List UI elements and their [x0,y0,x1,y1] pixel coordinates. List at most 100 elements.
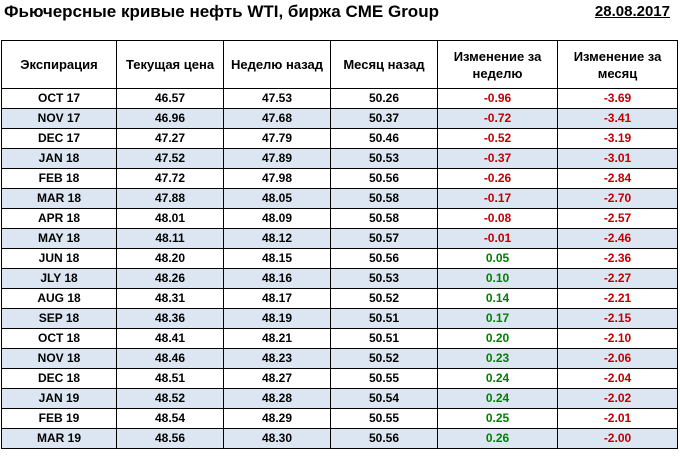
table-row: APR 18 48.01 48.09 50.58 -0.08 -2.57 [1,208,678,229]
cell-month-change: -2.10 [557,328,678,349]
cell-current-price: 48.11 [116,228,224,249]
table-row: SEP 18 48.36 48.19 50.51 0.17 -2.15 [1,308,678,329]
cell-month-ago: 50.55 [330,408,438,429]
cell-current-price: 47.52 [116,148,224,169]
cell-month-change: -3.41 [557,108,678,129]
cell-week-change: 0.25 [437,408,558,429]
cell-week-ago: 48.28 [223,388,331,409]
cell-current-price: 47.88 [116,188,224,209]
cell-week-ago: 47.98 [223,168,331,189]
cell-month-ago: 50.52 [330,348,438,369]
cell-expiration: AUG 18 [1,288,117,309]
cell-month-change: -2.02 [557,388,678,409]
table-row: MAR 18 47.88 48.05 50.58 -0.17 -2.70 [1,188,678,209]
cell-expiration: JLY 18 [1,268,117,289]
table-body: OCT 17 46.57 47.53 50.26 -0.96 -3.69 NOV 17 46.… [1,88,678,449]
cell-expiration: MAY 18 [1,228,117,249]
cell-expiration: MAR 19 [1,428,117,449]
table-row: OCT 17 46.57 47.53 50.26 -0.96 -3.69 [1,88,678,109]
cell-week-ago: 47.53 [223,88,331,109]
cell-expiration: OCT 18 [1,328,117,349]
cell-month-ago: 50.51 [330,328,438,349]
cell-month-ago: 50.58 [330,188,438,209]
table-row: AUG 18 48.31 48.17 50.52 0.14 -2.21 [1,288,678,309]
cell-month-change: -2.15 [557,308,678,329]
cell-week-change: 0.14 [437,288,558,309]
cell-expiration: APR 18 [1,208,117,229]
cell-week-change: 0.05 [437,248,558,269]
column-header-week-change: Изменение за неделю [437,40,558,89]
column-header-month-change: Изменение за месяц [557,40,678,89]
cell-week-ago: 48.15 [223,248,331,269]
cell-week-ago: 48.12 [223,228,331,249]
cell-week-change: -0.96 [437,88,558,109]
cell-month-change: -2.04 [557,368,678,389]
cell-month-change: -2.00 [557,428,678,449]
cell-week-change: -0.26 [437,168,558,189]
cell-expiration: DEC 18 [1,368,117,389]
cell-month-ago: 50.56 [330,248,438,269]
cell-expiration: DEC 17 [1,128,117,149]
cell-expiration: JUN 18 [1,248,117,269]
table-row: DEC 18 48.51 48.27 50.55 0.24 -2.04 [1,368,678,389]
page-title: Фьючерсные кривые нефть WTI, биржа CME G… [4,2,439,21]
cell-month-ago: 50.53 [330,268,438,289]
cell-week-change: -0.52 [437,128,558,149]
cell-week-ago: 48.16 [223,268,331,289]
cell-expiration: JAN 18 [1,148,117,169]
cell-week-ago: 47.79 [223,128,331,149]
cell-current-price: 48.46 [116,348,224,369]
cell-week-ago: 48.19 [223,308,331,329]
table-row: JLY 18 48.26 48.16 50.53 0.10 -2.27 [1,268,678,289]
cell-month-change: -2.01 [557,408,678,429]
cell-month-ago: 50.55 [330,368,438,389]
table-row: JUN 18 48.20 48.15 50.56 0.05 -2.36 [1,248,678,269]
cell-current-price: 48.20 [116,248,224,269]
cell-month-change: -2.46 [557,228,678,249]
cell-month-ago: 50.58 [330,208,438,229]
cell-month-change: -2.21 [557,288,678,309]
cell-expiration: OCT 17 [1,88,117,109]
cell-current-price: 48.51 [116,368,224,389]
cell-current-price: 46.96 [116,108,224,129]
cell-month-change: -2.84 [557,168,678,189]
futures-table: Экспирация Текущая цена Неделю назад Мес… [1,40,678,449]
cell-current-price: 48.26 [116,268,224,289]
table-row: NOV 17 46.96 47.68 50.37 -0.72 -3.41 [1,108,678,129]
cell-week-ago: 48.30 [223,428,331,449]
cell-week-change: 0.24 [437,368,558,389]
cell-month-ago: 50.26 [330,88,438,109]
column-header-month-ago: Месяц назад [330,40,438,89]
cell-month-ago: 50.57 [330,228,438,249]
cell-week-ago: 47.89 [223,148,331,169]
cell-current-price: 46.57 [116,88,224,109]
column-header-current-price: Текущая цена [116,40,224,89]
cell-week-ago: 48.05 [223,188,331,209]
table-row: DEC 17 47.27 47.79 50.46 -0.52 -3.19 [1,128,678,149]
table-row: JAN 19 48.52 48.28 50.54 0.24 -2.02 [1,388,678,409]
cell-week-change: -0.17 [437,188,558,209]
cell-current-price: 47.72 [116,168,224,189]
table-row: JAN 18 47.52 47.89 50.53 -0.37 -3.01 [1,148,678,169]
cell-month-change: -3.69 [557,88,678,109]
cell-week-ago: 47.68 [223,108,331,129]
cell-month-change: -2.70 [557,188,678,209]
table-row: NOV 18 48.46 48.23 50.52 0.23 -2.06 [1,348,678,369]
cell-month-ago: 50.53 [330,148,438,169]
table-row: OCT 18 48.41 48.21 50.51 0.20 -2.10 [1,328,678,349]
table-row: MAY 18 48.11 48.12 50.57 -0.01 -2.46 [1,228,678,249]
cell-week-change: 0.10 [437,268,558,289]
cell-expiration: JAN 19 [1,388,117,409]
cell-week-ago: 48.23 [223,348,331,369]
cell-month-change: -2.57 [557,208,678,229]
cell-expiration: NOV 17 [1,108,117,129]
cell-month-ago: 50.56 [330,168,438,189]
cell-week-change: 0.20 [437,328,558,349]
cell-week-ago: 48.09 [223,208,331,229]
cell-month-change: -2.36 [557,248,678,269]
cell-week-change: -0.72 [437,108,558,129]
cell-current-price: 48.54 [116,408,224,429]
table-row: FEB 19 48.54 48.29 50.55 0.25 -2.01 [1,408,678,429]
table-header-row: Экспирация Текущая цена Неделю назад Мес… [1,40,678,89]
